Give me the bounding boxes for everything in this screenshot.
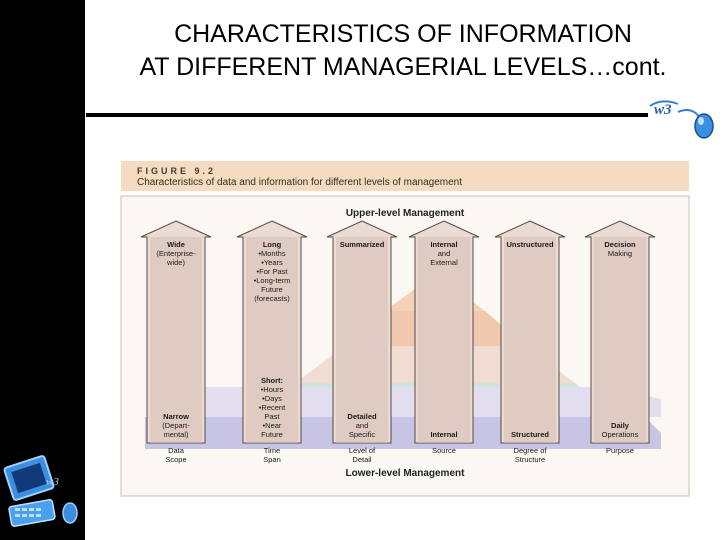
- column-bottom-text: •Hours: [261, 385, 284, 394]
- column-shading: [150, 237, 202, 443]
- column-top-text: Future: [261, 285, 283, 294]
- column-top-text: External: [430, 258, 458, 267]
- column-bottom-text: Narrow: [163, 412, 189, 421]
- column-1: Wide(Enterprise-wide) Narrow(Depart-menta…: [140, 220, 212, 464]
- column-top-text: Wide: [167, 240, 185, 249]
- figure-caption-band: [121, 161, 689, 191]
- column-top-text: •Long-term: [254, 276, 291, 285]
- column-top-text: (forecasts): [254, 294, 290, 303]
- figure-number: FIGURE 9.2: [137, 166, 216, 176]
- column-bottom-text: •Near: [263, 421, 282, 430]
- column-base-label: Degree of: [514, 446, 548, 455]
- column-base-label: Source: [432, 446, 456, 455]
- column-bottom-text: Detailed: [347, 412, 377, 421]
- column-bottom-text: Daily: [611, 421, 630, 430]
- logo-text: w3: [654, 102, 672, 118]
- column-top-text: •For Past: [257, 267, 289, 276]
- slide-title-line-2: AT DIFFERENT MANAGERIAL LEVELS…cont.: [139, 53, 667, 81]
- svg-text:w3: w3: [46, 476, 59, 488]
- column-shading: [504, 237, 556, 443]
- column-bottom-text: (Depart-: [162, 421, 190, 430]
- column-bottom-text: Specific: [349, 430, 376, 439]
- column-top-text: Making: [608, 249, 632, 258]
- column-base-label: Data: [168, 446, 185, 455]
- column-bottom-text: •Days: [262, 394, 282, 403]
- column-base-label: Detail: [352, 455, 372, 464]
- lower-level-label: Lower-level Management: [346, 468, 466, 479]
- column-bottom-text: Structured: [511, 430, 549, 439]
- column-bottom-text: •Recent: [259, 403, 286, 412]
- column-base-label: Level of: [349, 446, 376, 455]
- column-top-text: •Years: [261, 258, 283, 267]
- left-black-bar: [0, 0, 85, 540]
- column-top-text: Long: [263, 240, 282, 249]
- column-bottom-text: Past: [264, 412, 280, 421]
- column-shading: [594, 237, 646, 443]
- column-top-text: Summarized: [340, 240, 385, 249]
- web-mouse-logo-icon: w3: [649, 100, 714, 139]
- column-shading: [418, 237, 470, 443]
- column-top-text: Internal: [430, 240, 457, 249]
- column-bottom-text: mental): [163, 430, 189, 439]
- column-2: Long•Months•Years•For Past•Long-termFutu…: [236, 220, 308, 464]
- column-base-label: Time: [264, 446, 280, 455]
- column-shading: [336, 237, 388, 443]
- title-underline: [86, 113, 648, 117]
- column-base-label: Purpose: [606, 446, 634, 455]
- slide-title: CHARACTERISTICS OF INFORMATION AT DIFFER…: [86, 18, 720, 84]
- column-top-text: and: [438, 249, 451, 258]
- column-bottom-text: Internal: [430, 430, 457, 439]
- management-levels-figure: FIGURE 9.2 Characteristics of data and i…: [105, 151, 720, 498]
- column-bottom-text: Operations: [602, 430, 639, 439]
- column-bottom-text: Future: [261, 430, 283, 439]
- column-top-text: wide): [166, 258, 185, 267]
- figure-caption: Characteristics of data and information …: [137, 177, 462, 188]
- column-bottom-text: Short:: [261, 376, 283, 385]
- upper-level-label: Upper-level Management: [346, 208, 465, 219]
- column-top-text: Decision: [604, 240, 636, 249]
- column-arrows: Wide(Enterprise-wide) Narrow(Depart-menta…: [140, 220, 656, 464]
- slide-title-line-1: CHARACTERISTICS OF INFORMATION: [174, 20, 632, 48]
- column-top-text: Unstructured: [506, 240, 554, 249]
- column-base-label: Structure: [515, 455, 545, 464]
- pyramid-layer-5: [165, 387, 661, 417]
- column-bottom-text: and: [356, 421, 369, 430]
- pyramid-layer-6: [145, 417, 661, 449]
- column-base-label: Span: [263, 455, 281, 464]
- column-top-text: •Months: [258, 249, 285, 258]
- column-base-label: Scope: [165, 455, 186, 464]
- computer-mascot-logo-icon: w3: [0, 455, 84, 540]
- column-top-text: (Enterprise-: [156, 249, 196, 258]
- column-shading: [246, 237, 298, 443]
